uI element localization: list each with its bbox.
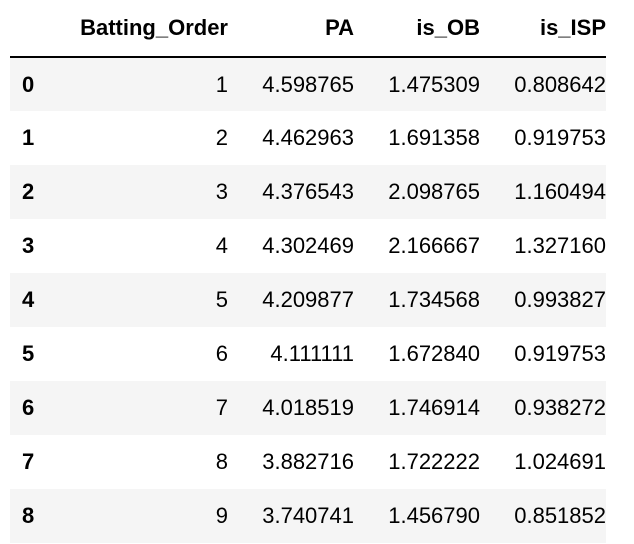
row-index: 2 <box>22 179 35 204</box>
cell-pa: 3.882716 <box>262 449 354 474</box>
cell-batting-order: 4 <box>215 233 228 258</box>
cell-pa: 4.209877 <box>262 287 354 312</box>
cell-pa: 3.740741 <box>262 503 354 528</box>
header-row: Batting_Order PA is_OB is_ISP <box>10 0 606 58</box>
header-batting-order: Batting_Order <box>55 0 228 58</box>
cell-batting-order: 8 <box>215 449 228 474</box>
cell-pa: 4.111111 <box>270 341 354 366</box>
cell-is-isp: 1.160494 <box>514 179 606 204</box>
cell-is-isp: 1.327160 <box>514 233 606 258</box>
table-row: 7 8 3.882716 1.722222 1.024691 <box>10 435 606 489</box>
table-header: Batting_Order PA is_OB is_ISP <box>10 0 606 58</box>
cell-is-ob: 1.746914 <box>388 395 480 420</box>
cell-is-ob: 2.166667 <box>388 233 480 258</box>
cell-pa: 4.376543 <box>262 179 354 204</box>
cell-pa: 4.598765 <box>262 71 354 97</box>
cell-pa: 4.302469 <box>262 233 354 258</box>
cell-is-isp: 1.024691 <box>514 449 606 474</box>
header-is-isp: is_ISP <box>480 0 606 58</box>
header-index <box>10 0 55 58</box>
row-index: 7 <box>22 449 35 474</box>
cell-is-isp: 0.851852 <box>514 503 606 528</box>
cell-is-ob: 1.475309 <box>388 71 480 97</box>
table-body: 0 1 4.598765 1.475309 0.808642 1 2 4.462… <box>10 57 606 543</box>
cell-is-isp: 0.993827 <box>514 287 606 312</box>
table-row: 4 5 4.209877 1.734568 0.993827 <box>10 273 606 327</box>
cell-batting-order: 6 <box>215 341 228 366</box>
table-row: 3 4 4.302469 2.166667 1.327160 <box>10 219 606 273</box>
cell-is-isp: 0.938272 <box>514 395 606 420</box>
row-index: 8 <box>22 503 35 528</box>
cell-is-ob: 1.691358 <box>388 125 480 150</box>
dataframe-table: Batting_Order PA is_OB is_ISP 0 1 4.5987… <box>10 0 606 543</box>
cell-pa: 4.462963 <box>262 125 354 150</box>
cell-batting-order: 3 <box>215 179 228 204</box>
table-row: 8 9 3.740741 1.456790 0.851852 <box>10 489 606 543</box>
cell-batting-order: 1 <box>215 71 228 97</box>
row-index: 1 <box>22 125 35 150</box>
cell-is-ob: 1.722222 <box>388 449 480 474</box>
cell-batting-order: 9 <box>215 503 228 528</box>
table-row: 6 7 4.018519 1.746914 0.938272 <box>10 381 606 435</box>
row-index: 4 <box>22 287 35 312</box>
header-pa: PA <box>228 0 354 58</box>
cell-is-ob: 1.734568 <box>388 287 480 312</box>
table-row: 5 6 4.111111 1.672840 0.919753 <box>10 327 606 381</box>
cell-pa: 4.018519 <box>262 395 354 420</box>
row-index: 3 <box>22 233 35 258</box>
row-index: 0 <box>22 71 35 97</box>
cell-batting-order: 5 <box>215 287 228 312</box>
cell-is-isp: 0.919753 <box>514 341 606 366</box>
header-is-ob: is_OB <box>354 0 480 58</box>
cell-is-isp: 0.808642 <box>514 71 606 97</box>
table-row: 1 2 4.462963 1.691358 0.919753 <box>10 111 606 165</box>
cell-is-ob: 2.098765 <box>388 179 480 204</box>
table-row: 0 1 4.598765 1.475309 0.808642 <box>10 57 606 111</box>
table-row: 2 3 4.376543 2.098765 1.160494 <box>10 165 606 219</box>
cell-batting-order: 7 <box>215 395 228 420</box>
cell-batting-order: 2 <box>215 125 228 150</box>
row-index: 6 <box>22 395 35 420</box>
cell-is-isp: 0.919753 <box>514 125 606 150</box>
cell-is-ob: 1.456790 <box>388 503 480 528</box>
cell-is-ob: 1.672840 <box>388 341 480 366</box>
row-index: 5 <box>22 341 35 366</box>
